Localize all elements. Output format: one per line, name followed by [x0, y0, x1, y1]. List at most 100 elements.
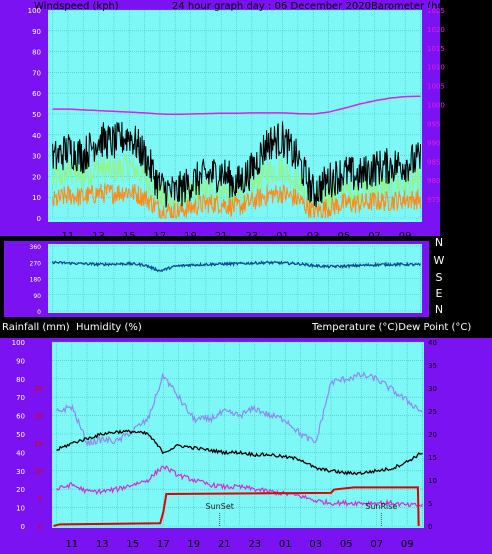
temp-xtick-11: 11 — [65, 539, 78, 550]
wind-ytick-20: 20 — [32, 173, 41, 181]
temp-ytick-30: 30 — [428, 385, 437, 393]
wind-ytick-30: 30 — [32, 153, 41, 161]
wind-xtick-17: 17 — [154, 231, 167, 242]
dir-compass-W: W — [434, 254, 445, 267]
rain-ytick-20: 20 — [34, 412, 43, 420]
wind-direction-series — [51, 260, 422, 273]
baro-ytick-1010: 1010 — [427, 64, 445, 72]
dir-ytick-180: 180 — [30, 277, 42, 284]
rain-ytick-15: 15 — [34, 440, 43, 448]
wind-xtick-03: 03 — [307, 231, 320, 242]
temp-ytick-15: 15 — [428, 454, 437, 462]
dir-ytick-270: 270 — [30, 260, 42, 267]
temp-xtick-17: 17 — [157, 539, 170, 550]
dir-compass-N: N — [435, 303, 443, 316]
temp-xtick-07: 07 — [370, 539, 383, 550]
dewpoint-series — [56, 465, 424, 508]
dir-compass-E: E — [436, 287, 443, 300]
humidity-ytick-40: 40 — [16, 449, 25, 457]
humidity-ytick-30: 30 — [16, 468, 25, 476]
wind-max-series — [52, 121, 421, 208]
baro-ytick-1015: 1015 — [427, 45, 445, 53]
humidity-ytick-90: 90 — [16, 357, 25, 365]
wind-ytick-40: 40 — [32, 132, 41, 140]
temp-xtick-13: 13 — [96, 539, 109, 550]
humidity-ytick-20: 20 — [16, 486, 25, 494]
baro-ytick-985: 985 — [427, 158, 440, 166]
baro-ytick-1005: 1005 — [427, 83, 445, 91]
wind-ytick-0: 0 — [37, 215, 41, 223]
windspeed-title: Windspeed (kph) — [34, 1, 119, 12]
temperature-chart: 11 13 15 17 19 21 23 01 03 05 07 090102030405060708… — [12, 339, 437, 550]
wind-ytick-100: 100 — [28, 7, 41, 15]
temp-ytick-5: 5 — [428, 500, 432, 508]
wind-ytick-50: 50 — [32, 111, 41, 119]
barometer-series — [52, 95, 421, 116]
humidity-ytick-10: 10 — [16, 505, 25, 513]
annotation-sunrise: SunRise — [365, 502, 397, 511]
dir-ytick-0: 0 — [37, 309, 41, 316]
temp-ytick-0: 0 — [428, 523, 432, 531]
temp-ytick-20: 20 — [428, 431, 437, 439]
baro-ytick-980: 980 — [427, 177, 440, 185]
rain-ytick-0: 0 — [39, 523, 43, 531]
baro-ytick-990: 990 — [427, 139, 440, 147]
temperature-series — [56, 429, 423, 476]
temp-ytick-35: 35 — [428, 362, 437, 370]
graph-date-title: 24 hour graph day : 06 December 2020 — [172, 1, 371, 12]
temp-ytick-40: 40 — [428, 339, 437, 347]
temp-xtick-09: 09 — [401, 539, 414, 550]
baro-ytick-1000: 1000 — [427, 102, 445, 110]
wind-ytick-70: 70 — [32, 69, 41, 77]
wind-ytick-10: 10 — [32, 194, 41, 202]
rain-ytick-10: 10 — [34, 468, 43, 476]
temp-xtick-23: 23 — [248, 539, 261, 550]
baro-ytick-995: 995 — [427, 120, 440, 128]
rain-ytick-5: 5 — [39, 495, 43, 503]
humidity-ytick-70: 70 — [16, 394, 25, 402]
wind-xtick-21: 21 — [215, 231, 228, 242]
wind-ytick-90: 90 — [32, 28, 41, 36]
temp-dewpoint-title: Temperature (°C)Dew Point (°C) — [311, 322, 471, 333]
temp-xtick-05: 05 — [340, 539, 353, 550]
temp-ytick-25: 25 — [428, 408, 437, 416]
wind-xtick-11: 11 — [62, 231, 75, 242]
humidity-ytick-0: 0 — [21, 523, 25, 531]
humidity-series — [56, 370, 423, 447]
humidity-ytick-100: 100 — [12, 339, 25, 347]
wind-xtick-05: 05 — [337, 231, 350, 242]
baro-ytick-1020: 1020 — [427, 26, 445, 34]
dir-compass-N: N — [435, 236, 443, 249]
baro-ytick-975: 975 — [427, 196, 440, 204]
dir-ytick-90: 90 — [33, 293, 41, 300]
wind-xtick-07: 07 — [368, 231, 381, 242]
barometer-title: Barometer (hpa) — [371, 1, 454, 12]
wind-xtick-19: 19 — [184, 231, 197, 242]
wind-xtick-09: 09 — [399, 231, 412, 242]
wind-xtick-15: 15 — [123, 231, 136, 242]
temp-plot-area — [52, 342, 424, 528]
humidity-ytick-50: 50 — [16, 431, 25, 439]
rain-humidity-title: Rainfall (mm) Humidity (%) — [2, 322, 142, 333]
annotation-sunset: SunSet — [206, 502, 234, 511]
rain-ytick-25: 25 — [34, 385, 43, 393]
wind-ytick-80: 80 — [32, 49, 41, 57]
temp-xtick-01: 01 — [279, 539, 292, 550]
rainfall-series — [53, 486, 420, 527]
wind-xtick-01: 01 — [276, 231, 289, 242]
wind-ytick-60: 60 — [32, 90, 41, 98]
dir-compass-S: S — [436, 271, 443, 284]
wind-xtick-23: 23 — [245, 231, 258, 242]
wind-average-series — [52, 183, 421, 219]
humidity-ytick-80: 80 — [16, 376, 25, 384]
wind-chart: 11 13 15 17 19 21 23 01 03 05 07 090102030405060708… — [28, 7, 445, 242]
temp-ytick-10: 10 — [428, 477, 437, 485]
temp-xtick-15: 15 — [126, 539, 139, 550]
baro-ytick-1025: 1025 — [427, 7, 445, 15]
dir-ytick-360: 360 — [30, 244, 42, 251]
temp-xtick-19: 19 — [187, 539, 200, 550]
wind-xtick-13: 13 — [92, 231, 105, 242]
bottom-frame-right — [440, 338, 492, 554]
